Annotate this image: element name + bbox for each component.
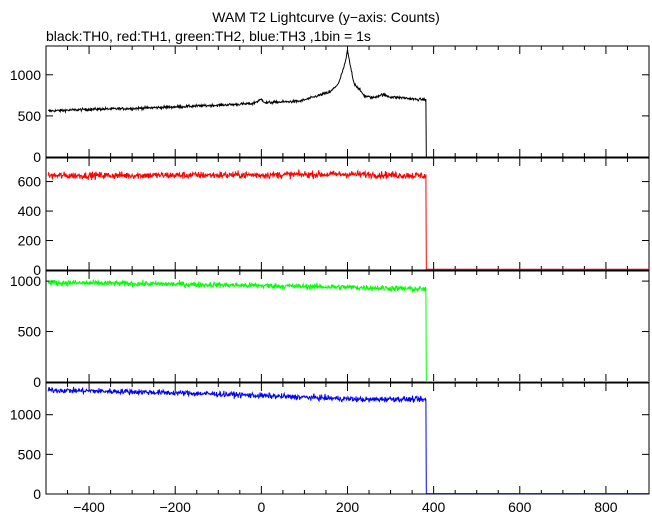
x-tick-label: −200 — [159, 499, 191, 515]
y-tick-label: 1000 — [10, 273, 41, 289]
y-tick-label: 0 — [33, 262, 41, 278]
y-tick-label: 200 — [18, 233, 42, 249]
y-tick-label: 500 — [18, 324, 42, 340]
panel-frame-TH0 — [45, 45, 650, 158]
y-tick-label: 1000 — [10, 67, 41, 83]
series-line-TH0 — [47, 49, 649, 158]
series-line-TH1 — [47, 169, 649, 270]
x-tick-label: 200 — [336, 499, 360, 515]
x-tick-label: −400 — [73, 499, 105, 515]
x-tick-label: 0 — [257, 499, 265, 515]
series-line-TH2 — [47, 278, 649, 382]
x-tick-label: 600 — [508, 499, 532, 515]
y-tick-label: 400 — [18, 203, 42, 219]
y-tick-label: 500 — [18, 446, 42, 462]
x-tick-label: 400 — [422, 499, 446, 515]
series-line-TH3 — [47, 386, 649, 495]
y-tick-label: 1000 — [10, 407, 41, 423]
chart-title: WAM T2 Lightcurve (y−axis: Counts) — [212, 9, 440, 25]
panel-frame-TH3 — [45, 382, 650, 495]
y-tick-label: 0 — [33, 374, 41, 390]
y-tick-label: 500 — [18, 108, 42, 124]
x-tick-label: 800 — [594, 499, 618, 515]
y-tick-label: 0 — [33, 486, 41, 502]
chart-subtitle: black:TH0, red:TH1, green:TH2, blue:TH3 … — [46, 28, 371, 44]
y-tick-label: 600 — [18, 174, 42, 190]
y-tick-label: 0 — [33, 149, 41, 165]
